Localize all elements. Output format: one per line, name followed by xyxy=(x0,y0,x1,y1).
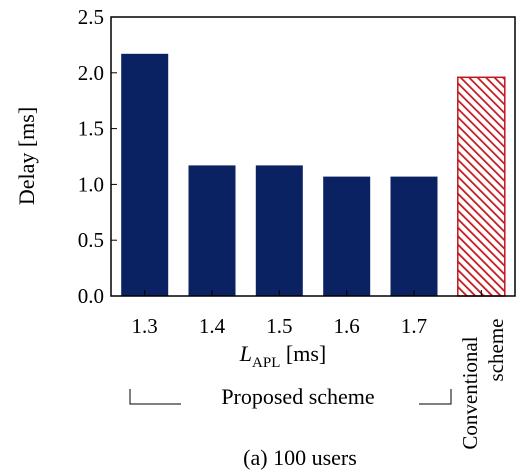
x-tick-label: 1.3 xyxy=(132,314,158,338)
y-tick-label: 2.5 xyxy=(78,5,104,29)
bars-layer xyxy=(121,53,506,297)
y-tick-label: 1.5 xyxy=(78,117,104,141)
x-tick-label: 1.7 xyxy=(401,314,427,338)
conventional-label-line-2: scheme xyxy=(484,319,508,382)
bar-lapl-1.6 xyxy=(323,176,371,296)
chart-caption: (a) 100 users xyxy=(243,445,357,470)
group-label: Proposed scheme xyxy=(221,384,374,409)
bar-lapl-1.3 xyxy=(121,53,169,296)
bar-lapl-1.4 xyxy=(188,165,236,296)
conventional-label-line-1: Conventional xyxy=(458,336,482,449)
x-tick-label: 1.4 xyxy=(199,314,226,338)
y-tick-label: 0.0 xyxy=(78,284,104,308)
bar-lapl-1.7 xyxy=(390,176,438,296)
bar-lapl-1.5 xyxy=(255,165,303,296)
x-axis-label-unit: [ms] xyxy=(280,341,326,366)
x-axis-label: LAPL [ms] xyxy=(239,341,326,371)
y-tick-label: 1.0 xyxy=(78,172,104,196)
bar-conventional-scheme xyxy=(457,76,506,297)
group-bracket-left xyxy=(129,389,181,405)
group-bracket-right xyxy=(419,389,452,405)
y-tick-label: 0.5 xyxy=(78,228,104,252)
x-axis-label-subscript: APL xyxy=(252,355,280,371)
y-tick-label: 2.0 xyxy=(78,61,104,85)
x-axis: 1.3 1.4 1.5 1.6 1.7 xyxy=(132,290,482,338)
x-tick-label: 1.6 xyxy=(334,314,360,338)
y-axis-label: Delay [ms] xyxy=(14,107,39,205)
x-tick-label: 1.5 xyxy=(266,314,292,338)
y-axis: 0.0 0.5 1.0 1.5 2.0 2.5 xyxy=(78,5,117,308)
x-axis-label-symbol: L xyxy=(239,341,252,366)
plot-frame xyxy=(110,16,516,297)
